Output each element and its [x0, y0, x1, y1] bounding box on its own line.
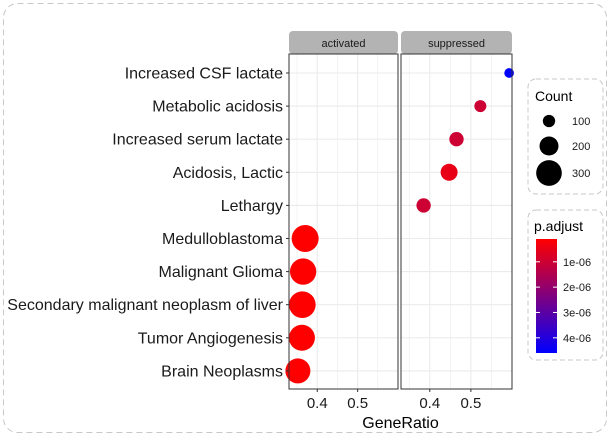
- facet-strip-label: activated: [321, 38, 365, 50]
- count-legend-title: Count: [535, 88, 572, 104]
- panel-border: [288, 53, 399, 390]
- x-tick-label: 0.5: [347, 395, 368, 412]
- facet-strip-activated: [289, 31, 398, 54]
- x-tick-label: 0.4: [307, 395, 328, 412]
- y-tick-label: Brain Neoplasms: [161, 363, 283, 380]
- y-tick-label: Medulloblastoma: [162, 231, 283, 248]
- data-point: [440, 163, 458, 181]
- padjust-legend-label: 1e-06: [563, 257, 591, 269]
- padjust-legend-label: 4e-06: [563, 333, 591, 345]
- padjust-legend-label: 3e-06: [563, 307, 591, 319]
- data-point: [288, 324, 315, 351]
- count-legend-label: 100: [572, 116, 590, 128]
- x-tick-label: 0.5: [460, 395, 481, 412]
- y-tick-label: Malignant Glioma: [159, 264, 284, 281]
- y-tick-label: Secondary malignant neoplasm of liver: [7, 297, 283, 314]
- padjust-legend-title: p.adjust: [534, 218, 583, 234]
- facet-strip-label: suppressed: [428, 38, 485, 50]
- count-legend-key: [542, 114, 556, 128]
- y-tick-label: Metabolic acidosis: [152, 99, 283, 116]
- data-point: [449, 132, 464, 147]
- panel-border: [400, 53, 513, 390]
- data-point: [285, 358, 311, 384]
- facet-strip-suppressed: [401, 31, 512, 54]
- count-legend-key: [536, 160, 562, 186]
- x-tick-label: 0.4: [419, 395, 440, 412]
- data-point: [416, 198, 431, 213]
- y-tick-label: Increased CSF lactate: [125, 66, 283, 83]
- panel-background: [401, 54, 512, 389]
- y-tick-label: Acidosis, Lactic: [173, 165, 283, 182]
- data-point: [291, 225, 319, 252]
- data-point: [289, 258, 317, 285]
- y-tick-label: Lethargy: [221, 198, 283, 215]
- count-legend-key: [539, 136, 559, 156]
- y-tick-label: Increased serum lactate: [112, 132, 283, 149]
- count-legend-label: 300: [572, 168, 590, 180]
- y-tick-label: Tumor Angiogenesis: [138, 330, 283, 347]
- count-legend-label: 200: [572, 141, 590, 153]
- data-point: [504, 68, 514, 78]
- padjust-legend-label: 2e-06: [563, 282, 591, 294]
- data-point: [288, 291, 316, 319]
- data-point: [474, 100, 487, 113]
- x-axis-title: GeneRatio: [362, 415, 439, 432]
- padjust-colorbar: [536, 239, 557, 353]
